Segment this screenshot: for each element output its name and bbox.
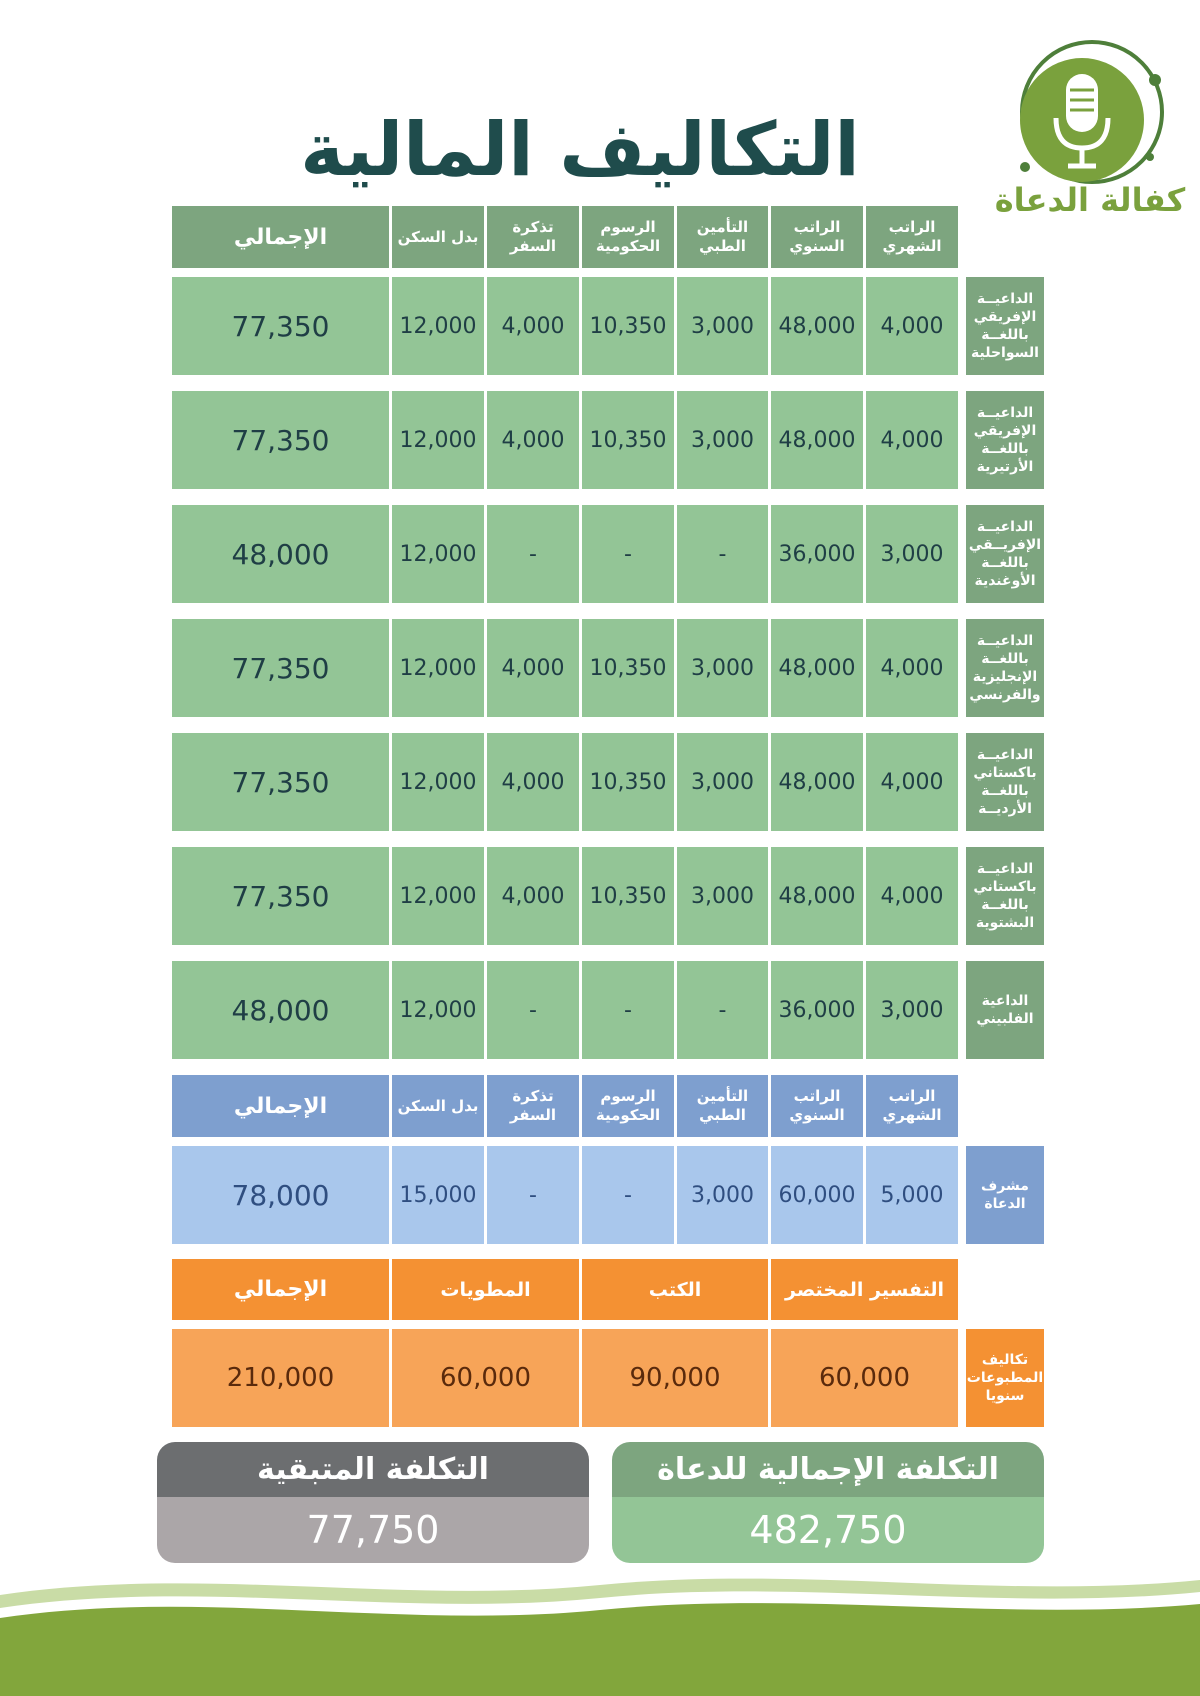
row-government-value: 10,350 <box>582 277 674 375</box>
row-monthly-value: 4,000 <box>866 733 958 831</box>
row-housing-value: 12,000 <box>392 391 484 489</box>
sup-header-medical-insurance: التأمين الطبي <box>677 1075 768 1137</box>
prints-header-books: الكتب <box>582 1259 768 1320</box>
decorative-waves <box>0 1578 1200 1696</box>
total-cost-label: التكلفة الإجمالية للدعاة <box>612 1442 1044 1497</box>
prints-row-label: تكاليف المطبوعات سنويا <box>966 1329 1044 1427</box>
prints-leaflets-value: 60,000 <box>392 1329 579 1427</box>
row-total-value: 77,350 <box>172 619 389 717</box>
row-government-value: - <box>582 961 674 1059</box>
page-title: التكاليف المالية <box>300 107 860 193</box>
row-government-value: 10,350 <box>582 619 674 717</box>
row-housing-value: 12,000 <box>392 505 484 603</box>
row-annual-value: 48,000 <box>771 847 863 945</box>
supervisor-medical: 3,000 <box>677 1146 768 1244</box>
total-cost-value: 482,750 <box>612 1497 1044 1563</box>
sup-header-total: الإجمالي <box>172 1075 389 1137</box>
row-total-value: 77,350 <box>172 847 389 945</box>
row-annual-value: 36,000 <box>771 961 863 1059</box>
row-travel-value: 4,000 <box>487 391 579 489</box>
row-medical-value: 3,000 <box>677 733 768 831</box>
row-travel-value: 4,000 <box>487 619 579 717</box>
row-government-value: - <box>582 505 674 603</box>
row-label: الداعيــة الإفريقي باللغــة الأرتيرية <box>966 391 1044 489</box>
row-medical-value: 3,000 <box>677 619 768 717</box>
header-housing-allowance: بدل السكن <box>392 206 484 268</box>
sup-header-travel-ticket: تذكرة السفر <box>487 1075 579 1137</box>
row-travel-value: - <box>487 505 579 603</box>
supervisor-government: - <box>582 1146 674 1244</box>
row-housing-value: 12,000 <box>392 733 484 831</box>
supervisor-monthly: 5,000 <box>866 1146 958 1244</box>
row-total-value: 77,350 <box>172 391 389 489</box>
row-label: الداعيــة باكستاني باللغــة البشتوية <box>966 847 1044 945</box>
header-medical-insurance: التأمين الطبي <box>677 206 768 268</box>
sup-header-monthly-salary: الراتب الشهري <box>866 1075 958 1137</box>
row-total-value: 77,350 <box>172 733 389 831</box>
remaining-cost-value: 77,750 <box>157 1497 589 1563</box>
row-label: الداعية الفلبيني <box>966 961 1044 1059</box>
row-annual-value: 48,000 <box>771 733 863 831</box>
row-monthly-value: 4,000 <box>866 619 958 717</box>
row-travel-value: 4,000 <box>487 277 579 375</box>
sup-header-housing-allowance: بدل السكن <box>392 1075 484 1137</box>
header-annual-salary: الراتب السنوي <box>771 206 863 268</box>
row-annual-value: 48,000 <box>771 391 863 489</box>
microphone-icon <box>1020 40 1164 184</box>
row-monthly-value: 3,000 <box>866 961 958 1059</box>
row-monthly-value: 3,000 <box>866 505 958 603</box>
row-travel-value: - <box>487 961 579 1059</box>
row-monthly-value: 4,000 <box>866 277 958 375</box>
row-total-value: 48,000 <box>172 961 389 1059</box>
sup-header-government-fees: الرسوم الحكومية <box>582 1075 674 1137</box>
prints-header-total: الإجمالي <box>172 1259 389 1320</box>
row-housing-value: 12,000 <box>392 847 484 945</box>
row-monthly-value: 4,000 <box>866 847 958 945</box>
row-travel-value: 4,000 <box>487 847 579 945</box>
row-housing-value: 12,000 <box>392 961 484 1059</box>
header-government-fees: الرسوم الحكومية <box>582 206 674 268</box>
supervisor-housing: 15,000 <box>392 1146 484 1244</box>
prints-header-leaflets: المطويات <box>392 1259 579 1320</box>
remaining-cost-label: التكلفة المتبقية <box>157 1442 589 1497</box>
header-monthly-salary: الراتب الشهري <box>866 206 958 268</box>
row-travel-value: 4,000 <box>487 733 579 831</box>
sup-header-annual-salary: الراتب السنوي <box>771 1075 863 1137</box>
row-total-value: 77,350 <box>172 277 389 375</box>
row-housing-value: 12,000 <box>392 619 484 717</box>
prints-books-value: 90,000 <box>582 1329 768 1427</box>
row-annual-value: 48,000 <box>771 277 863 375</box>
supervisor-row-label: مشرف الدعاة <box>966 1146 1044 1244</box>
header-total: الإجمالي <box>172 206 389 268</box>
header-travel-ticket: تذكرة السفر <box>487 206 579 268</box>
supervisor-travel: - <box>487 1146 579 1244</box>
row-medical-value: 3,000 <box>677 847 768 945</box>
supervisor-total: 78,000 <box>172 1146 389 1244</box>
row-label: الداعيــة الإفريــقي باللغــة الأوغندية <box>966 505 1044 603</box>
row-medical-value: - <box>677 505 768 603</box>
row-housing-value: 12,000 <box>392 277 484 375</box>
row-annual-value: 36,000 <box>771 505 863 603</box>
row-government-value: 10,350 <box>582 733 674 831</box>
prints-tafsir-value: 60,000 <box>771 1329 958 1427</box>
supervisor-annual: 60,000 <box>771 1146 863 1244</box>
row-medical-value: 3,000 <box>677 277 768 375</box>
row-government-value: 10,350 <box>582 391 674 489</box>
prints-header-tafsir: التفسير المختصر <box>771 1259 958 1320</box>
row-label: الداعيــة باكستاني باللغــة الأرديــة <box>966 733 1044 831</box>
row-label: الداعيــة الإفريقي باللغــة السواحلية <box>966 277 1044 375</box>
row-government-value: 10,350 <box>582 847 674 945</box>
row-label: الداعيــة باللغــة الإنجليزية والفرنسي <box>966 619 1044 717</box>
prints-total-value: 210,000 <box>172 1329 389 1427</box>
row-medical-value: - <box>677 961 768 1059</box>
row-annual-value: 48,000 <box>771 619 863 717</box>
row-medical-value: 3,000 <box>677 391 768 489</box>
logo-text: كفالة الدعاة <box>994 181 1186 219</box>
row-monthly-value: 4,000 <box>866 391 958 489</box>
row-total-value: 48,000 <box>172 505 389 603</box>
